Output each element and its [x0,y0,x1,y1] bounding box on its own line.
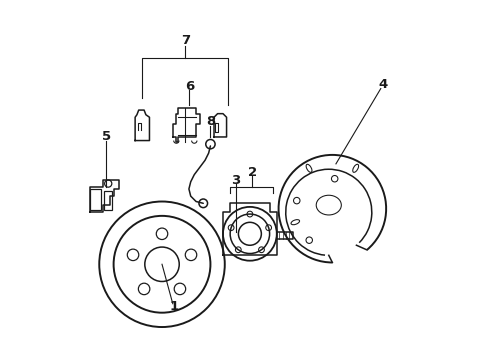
Text: 1: 1 [170,300,179,313]
Text: 8: 8 [206,115,215,128]
Text: 4: 4 [377,78,386,91]
Text: 3: 3 [230,174,240,186]
Text: 6: 6 [184,80,194,93]
Text: 7: 7 [181,34,190,48]
Text: 2: 2 [247,166,256,179]
Text: 5: 5 [102,130,111,143]
